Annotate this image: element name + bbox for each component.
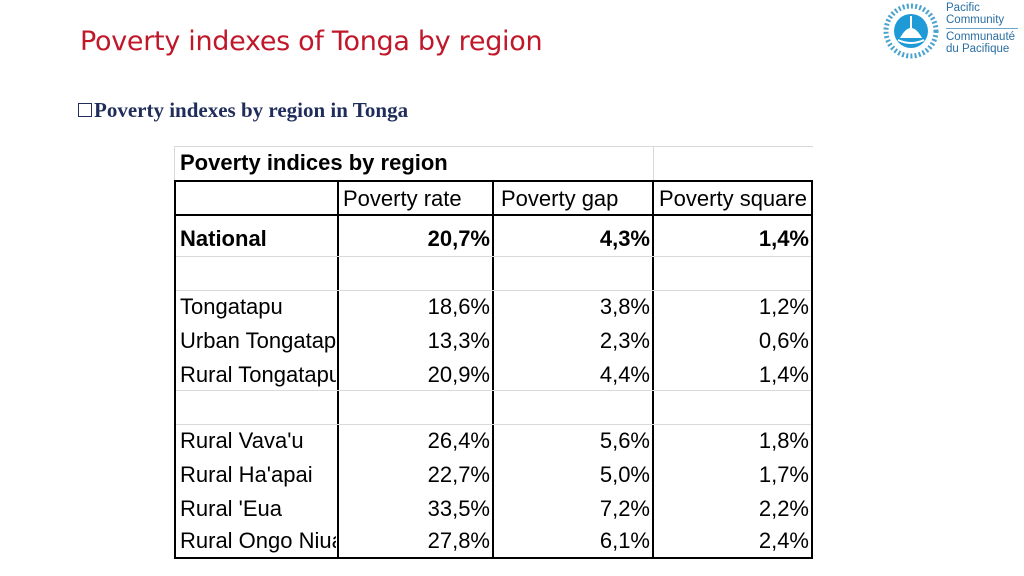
table-row-gap: 7,2%: [599, 496, 650, 521]
table-row-rate: 22,7%: [427, 462, 490, 487]
table-row-gap: 3,8%: [599, 294, 650, 319]
table-row-rate: 18,6%: [427, 294, 490, 319]
header-poverty-rate: Poverty rate: [343, 186, 462, 211]
table-row-label: Rural 'Eua: [180, 496, 283, 521]
table-caption: Poverty indices by region: [180, 150, 448, 175]
table-row-gap: 2,3%: [599, 328, 650, 353]
table-row-gap: 4,4%: [599, 362, 650, 387]
pacific-community-logo: Pacific Community Communauté du Pacifiqu…: [880, 2, 1020, 62]
header-poverty-square: Poverty square: [659, 186, 807, 211]
row-national-gap: 4,3%: [599, 226, 650, 251]
row-national-rate: 20,7%: [427, 226, 490, 251]
table-row-rate: 20,9%: [427, 362, 490, 387]
table-row-label: Rural Tongatapu: [180, 362, 336, 387]
table-row-gap: 5,6%: [599, 428, 650, 453]
table-row-square: 2,2%: [758, 496, 809, 521]
table-row-square: 1,4%: [758, 362, 809, 387]
table-row-label: Tongatapu: [180, 294, 283, 319]
logo-line-4: du Pacifique: [946, 43, 1010, 55]
table-row-label: Rural Ha'apai: [180, 462, 313, 487]
table-row-square: 2,4%: [758, 528, 809, 553]
row-national-label: National: [180, 226, 267, 251]
poverty-table: Poverty indices by region Poverty rate P…: [174, 146, 813, 559]
table-row-square: 1,7%: [758, 462, 809, 487]
table-row-gap: 5,0%: [599, 462, 650, 487]
table-row-label: Urban Tongatapu: [180, 328, 336, 353]
header-poverty-gap: Poverty gap: [501, 186, 619, 211]
slide-title: Poverty indexes of Tonga by region: [80, 26, 543, 57]
slide-subtitle: Poverty indexes by region in Tonga: [78, 98, 408, 123]
checkbox-bullet-icon: [78, 102, 92, 117]
table-row-rate: 26,4%: [427, 428, 490, 453]
logo-line-2: Community: [946, 14, 1005, 26]
table-row-label: Rural Ongo Niua: [180, 528, 336, 553]
pacific-community-logo-icon: [883, 3, 939, 59]
subtitle-text: Poverty indexes by region in Tonga: [94, 98, 409, 122]
table-row-rate: 33,5%: [427, 496, 490, 521]
logo-line-3: Communauté: [946, 31, 1016, 43]
table-row-rate: 13,3%: [427, 328, 490, 353]
table-row-square: 1,8%: [758, 428, 809, 453]
table-row-label: Rural Vava'u: [180, 428, 304, 453]
table-row-square: 1,2%: [758, 294, 809, 319]
table-row-gap: 6,1%: [599, 528, 650, 553]
table-row-square: 0,6%: [758, 328, 809, 353]
table-row-rate: 27,8%: [427, 528, 490, 553]
logo-line-1: Pacific: [946, 2, 980, 14]
row-national-square: 1,4%: [758, 226, 809, 251]
